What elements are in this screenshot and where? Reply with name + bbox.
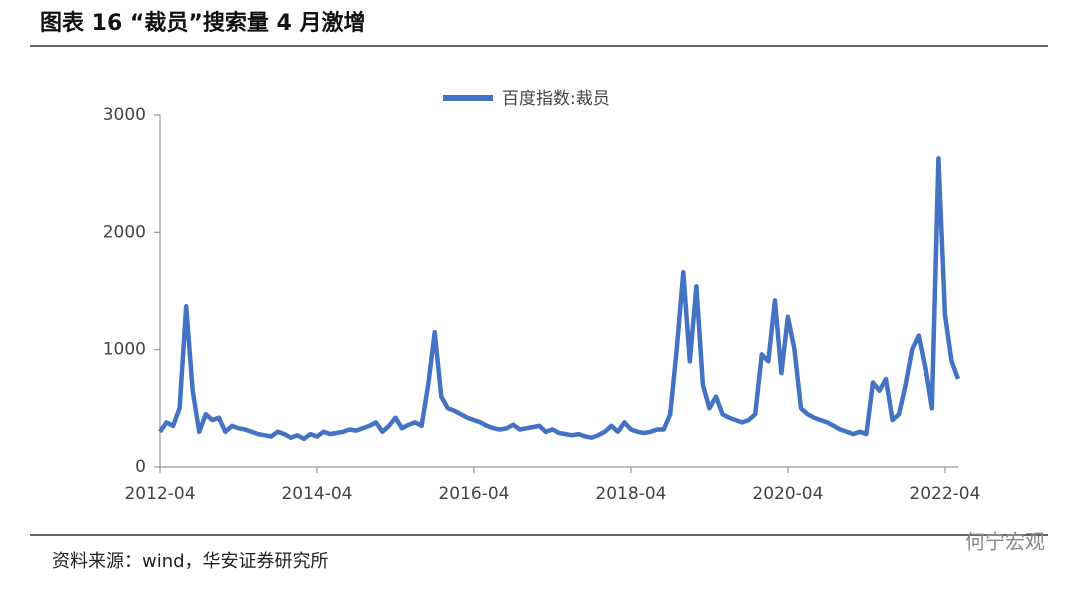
x-tick-label: 2016-04 (438, 484, 509, 504)
line (158, 156, 961, 442)
chart-title: 图表 16 “裁员”搜索量 4 月激增 (40, 10, 365, 36)
x-tick-label: 2018-04 (595, 484, 666, 504)
y-tick-label: 3000 (103, 105, 146, 125)
x-tick-label: 2022-04 (909, 484, 980, 504)
x-tick-label: 2012-04 (124, 484, 195, 504)
x-tick-label: 2020-04 (752, 484, 823, 504)
watermark: 何宁宏观 (965, 530, 1045, 554)
legend-label: 百度指数:裁员 (502, 89, 610, 109)
y-tick-label: 1000 (103, 340, 146, 360)
source: 资料来源：wind，华安证券研究所 (52, 551, 329, 572)
x-tick-label: 2014-04 (281, 484, 352, 504)
y-tick-label: 0 (135, 457, 146, 477)
y-tick-label: 2000 (103, 222, 146, 242)
